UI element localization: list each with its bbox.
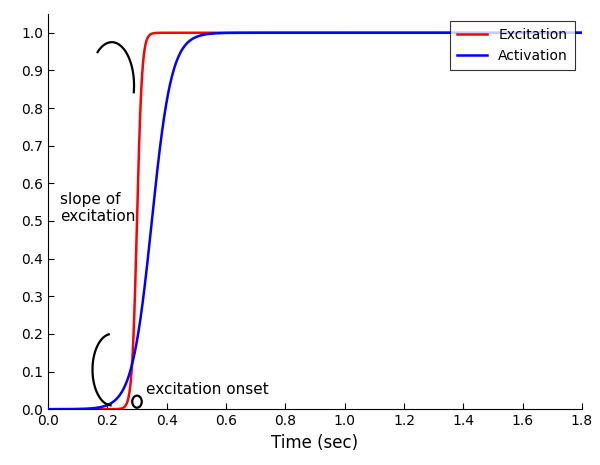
Activation (512, 30, 519, 35)
Activation (578, 30, 586, 35)
Activation (47, 406, 54, 412)
Excitation (224, 30, 232, 35)
Excitation (305, 30, 313, 35)
Excitation (67, 406, 74, 412)
Line: Activation: Activation (48, 33, 582, 409)
Activation (149, 210, 156, 216)
Excitation (550, 30, 557, 35)
Activation (550, 30, 557, 35)
Excitation (76, 406, 83, 412)
Excitation (578, 30, 586, 35)
Activation (44, 406, 52, 412)
Excitation (44, 406, 52, 412)
Text: slope of
excitation: slope of excitation (60, 192, 135, 224)
Activation (76, 406, 83, 412)
Activation (305, 30, 313, 35)
Text: excitation onset: excitation onset (146, 382, 269, 397)
Excitation (47, 406, 54, 412)
Line: Excitation: Excitation (48, 33, 582, 409)
Legend: Excitation, Activation: Excitation, Activation (450, 21, 575, 70)
X-axis label: Time (sec): Time (sec) (271, 434, 359, 452)
Activation (67, 406, 74, 412)
Excitation (149, 31, 156, 36)
